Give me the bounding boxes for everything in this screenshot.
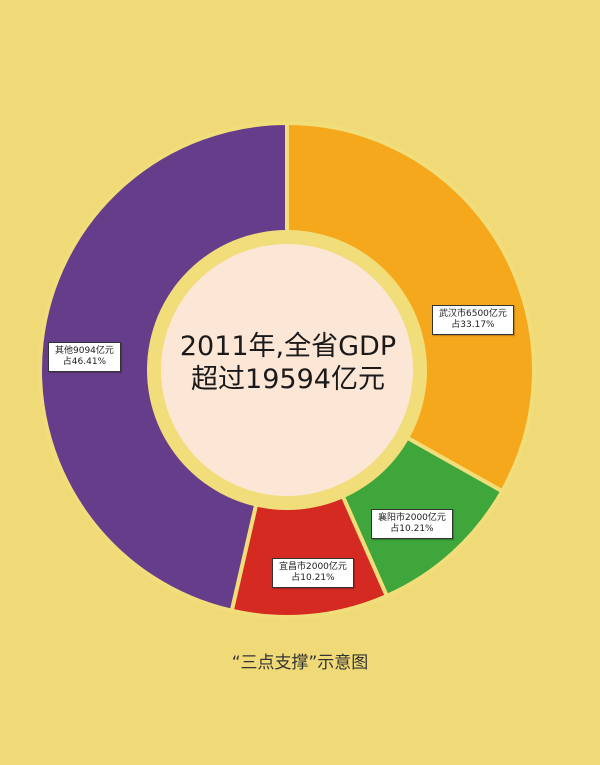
slice-label-line2: 占46.41% <box>62 357 107 367</box>
center-text: 2011年,全省GDP 超过19594亿元 <box>150 330 426 396</box>
chart-caption: “三点支撑”示意图 <box>231 653 369 673</box>
slice-label-line1: 其他9094亿元 <box>55 346 114 356</box>
center-text-line2: 超过19594亿元 <box>191 364 385 395</box>
slice-label-line1: 宜昌市2000亿元 <box>279 562 347 572</box>
slice-label-line1: 襄阳市2000亿元 <box>378 513 446 523</box>
slice-label-wuhan: 武汉市6500亿元 占33.17% <box>432 305 514 335</box>
inner-circle <box>161 244 413 496</box>
slice-label-line1: 武汉市6500亿元 <box>439 309 507 319</box>
slice-label-line2: 占33.17% <box>451 320 495 330</box>
center-text-line1: 2011年,全省GDP <box>179 331 397 362</box>
slice-label-yichang: 宜昌市2000亿元 占10.21% <box>272 558 354 588</box>
slice-label-others: 其他9094亿元 占46.41% <box>48 342 121 372</box>
slice-label-line2: 占10.21% <box>390 524 434 534</box>
slice-label-line2: 占10.21% <box>291 573 335 583</box>
slice-label-xiangyang: 襄阳市2000亿元 占10.21% <box>371 509 453 539</box>
